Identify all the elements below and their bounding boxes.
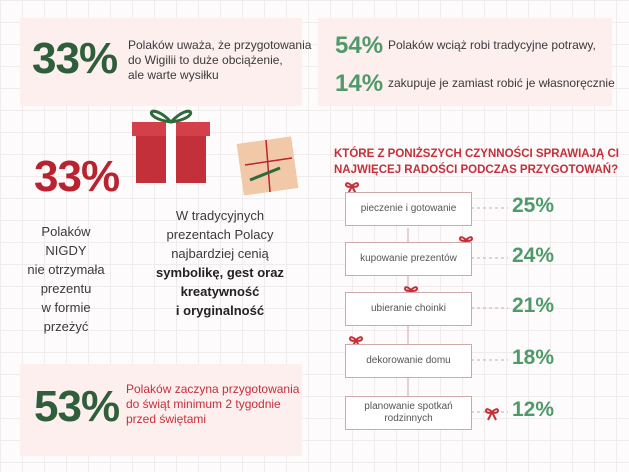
stat-text: Polaków wciąż robi tradycyjne potrawy, xyxy=(388,38,596,52)
stat-value: 53% xyxy=(34,382,120,431)
panel xyxy=(20,364,302,456)
line: przed świętami xyxy=(126,412,207,426)
line: nie otrzymała xyxy=(27,262,105,277)
line: prezentach Polacy xyxy=(166,227,274,242)
line: Polaków NIGDY xyxy=(41,224,91,258)
survey-item: kupowanie prezentów xyxy=(345,242,472,276)
item-label: ubieranie choinki xyxy=(370,303,447,314)
item-label: planowanie spotkań xyxy=(364,401,453,412)
line: symbolikę, gest oraz xyxy=(156,265,284,280)
line: W tradycyjnych xyxy=(175,208,265,223)
line: Polaków uważa, że przygotowania xyxy=(128,38,312,52)
stat-value: 14% xyxy=(335,70,384,97)
item-label: kupowanie prezentów xyxy=(360,253,457,264)
line: w formie xyxy=(41,300,91,315)
line: przeżyć xyxy=(43,319,89,334)
stat-text: zakupuje je zamiast robić je własnoręczn… xyxy=(388,76,615,90)
item-value: 24% xyxy=(512,244,555,267)
dashes xyxy=(471,207,508,413)
survey-item: dekorowanie domu xyxy=(345,344,472,378)
item-label: dekorowanie domu xyxy=(366,355,451,366)
stat-text: Polaków uważa, że przygotowania do Wigili… xyxy=(128,38,311,83)
survey-question: KTÓRE Z PONIŻSZYCH CZYNNOŚCI SPRAWIAJĄ C… xyxy=(334,146,619,178)
line: KTÓRE Z PONIŻSZYCH CZYNNOŚCI SPRAWIAJĄ C… xyxy=(334,148,619,160)
line: kreatywność xyxy=(180,284,260,299)
stat-text: Polaków zaczyna przygotowania do świąt mi… xyxy=(126,382,299,427)
red-gift xyxy=(132,109,210,183)
item-value: 25% xyxy=(512,194,555,217)
line: NAJWIĘCEJ RADOŚCI PODCZAS PRZYGOTOWAŃ? xyxy=(334,164,619,176)
line: do świąt minimum 2 tygodnie xyxy=(126,397,281,411)
item-value: 21% xyxy=(512,294,555,317)
item-label: rodzinnych xyxy=(384,413,433,424)
line: ale warte wysiłku xyxy=(128,68,219,82)
stat-value: 33% xyxy=(34,152,120,201)
panel xyxy=(20,18,302,106)
item-label: pieczenie i gotowanie xyxy=(360,203,457,214)
line: prezentu xyxy=(40,281,92,296)
line: Polaków zaczyna przygotowania xyxy=(126,382,300,396)
survey-item: planowanie spotkań rodzinnych xyxy=(345,396,472,430)
item-value: 18% xyxy=(512,346,555,369)
tan-gift xyxy=(236,136,299,196)
gifts-text: W tradycyjnych prezentach Polacy najbardzi… xyxy=(140,206,300,320)
stat-value: 33% xyxy=(32,34,118,83)
panel xyxy=(318,18,612,106)
stat-text: Polaków NIGDY nie otrzymała prezentu w form… xyxy=(20,222,112,336)
line: najbardziej cenią xyxy=(171,246,269,261)
stat-value: 54% xyxy=(335,32,384,59)
item-value: 12% xyxy=(512,398,555,421)
survey-item: pieczenie i gotowanie xyxy=(345,192,472,226)
line: do Wigilii to duże obciążenie, xyxy=(128,53,283,67)
line: i oryginalność xyxy=(175,303,265,318)
survey-item: ubieranie choinki xyxy=(345,292,472,326)
